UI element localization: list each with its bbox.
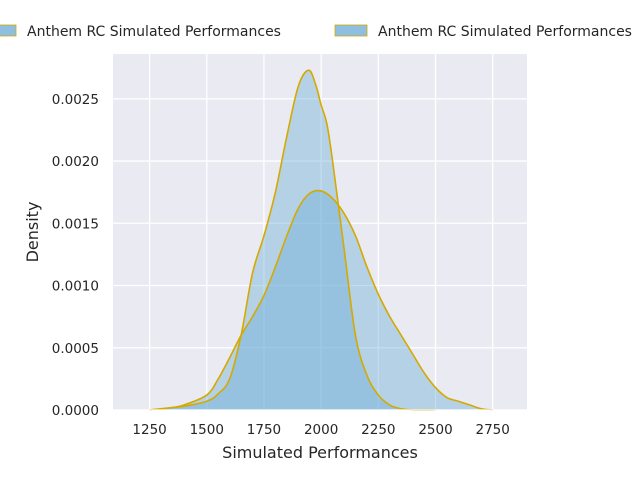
- x-tick-label: 2500: [418, 422, 452, 438]
- legend-label-2: Anthem RC Simulated Performances: [378, 24, 632, 40]
- plot-background: [113, 54, 527, 410]
- x-tick-label: 1750: [247, 422, 281, 438]
- y-tick-label: 0.0020: [52, 154, 99, 170]
- y-tick-label: 0.0015: [52, 216, 99, 232]
- density-line-2: [149, 189, 493, 411]
- x-axis-label: Simulated Performances: [222, 443, 418, 462]
- legend-swatch-2: [334, 24, 368, 37]
- y-tick-label: 0.0010: [52, 279, 99, 295]
- legend: Anthem RC Simulated Performances Anthem …: [0, 24, 632, 40]
- y-tick-label: 0.0005: [52, 341, 99, 357]
- x-tick-label: 1500: [190, 422, 224, 438]
- x-tick-label: 2000: [304, 422, 338, 438]
- x-tick-label: 2250: [361, 422, 395, 438]
- y-tick-label: 0.0025: [52, 92, 99, 108]
- y-axis-label: Density: [23, 202, 42, 263]
- x-tick-label: 2750: [476, 422, 510, 438]
- legend-swatch-1: [0, 24, 17, 37]
- density-area-1: [149, 70, 436, 411]
- x-tick-label: 1250: [132, 422, 166, 438]
- y-tick-label: 0.0000: [52, 403, 99, 419]
- legend-label-1: Anthem RC Simulated Performances: [27, 24, 281, 40]
- density-area-2: [149, 190, 493, 410]
- density-line-1: [149, 69, 436, 411]
